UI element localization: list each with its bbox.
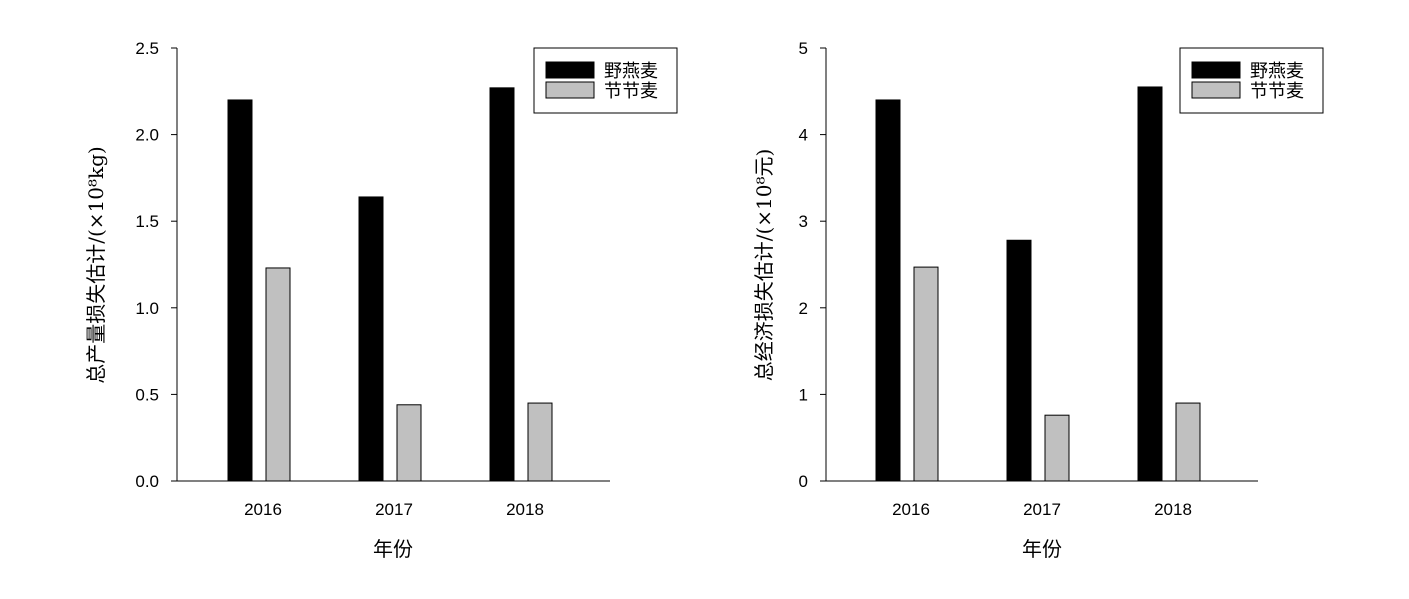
y-tick-label: 2: [799, 299, 808, 318]
bar-series1-2016: [875, 99, 901, 482]
x-tick-label: 2018: [506, 500, 544, 519]
bar-series1-2017: [358, 196, 384, 482]
y-tick-label: 2.0: [135, 126, 159, 145]
legend-swatch-2: [1191, 81, 1241, 99]
chart-left: 2016 2017 2018 0.0 0.5 1.0 1.5 2.0 2.5 年份 总产量损失估计/…: [84, 39, 678, 561]
y-axis-title: 总产量损失估计/(×10⁸kg): [84, 146, 108, 384]
y-tick-label: 2.5: [135, 39, 159, 58]
x-tick-label: 2016: [244, 500, 282, 519]
legend-label-1: 野燕麦: [604, 61, 658, 82]
bar-series1-2018: [489, 87, 515, 482]
x-tick-label: 2017: [375, 500, 413, 519]
bar-series1-2017: [1006, 239, 1032, 482]
bar-series2-2018: [1175, 402, 1201, 482]
legend-swatch-1: [545, 61, 595, 79]
y-axis-title: 总经济损失估计/(×10⁸元): [752, 149, 776, 382]
bar-series2-2017: [1044, 414, 1070, 482]
y-tick-label: 1.5: [135, 212, 159, 231]
bar-series2-2016: [913, 266, 939, 482]
x-axis-title: 年份: [1022, 537, 1062, 561]
legend-label-2: 节节麦: [1250, 81, 1304, 102]
y-tick-label: 3: [799, 212, 808, 231]
y-tick-label: 4: [799, 126, 808, 145]
x-tick-label: 2018: [1154, 500, 1192, 519]
bar-series1-2016: [227, 99, 253, 482]
legend-label-2: 节节麦: [604, 81, 658, 102]
x-axis-title: 年份: [373, 537, 413, 561]
legend-swatch-2: [545, 81, 595, 99]
legend-swatch-1: [1191, 61, 1241, 79]
y-tick-label: 0.5: [135, 385, 159, 404]
y-tick-label: 5: [799, 39, 808, 58]
y-tick-label: 1.0: [135, 299, 159, 318]
y-tick-label: 1: [799, 385, 808, 404]
legend-box: [533, 47, 678, 114]
chart-right: 2016 2017 2018 0 1 2 3 4 5 年份 总经济损失估计/(×10⁸元) 野燕麦节节…: [752, 39, 1324, 561]
bar-series2-2018: [527, 402, 553, 482]
legend-box: [1179, 47, 1324, 114]
y-tick-label: 0: [799, 472, 808, 491]
bar-series2-2017: [396, 404, 422, 482]
x-tick-label: 2016: [892, 500, 930, 519]
legend-label-1: 野燕麦: [1250, 61, 1304, 82]
y-tick-label: 0.0: [135, 472, 159, 491]
x-tick-label: 2017: [1023, 500, 1061, 519]
bar-series1-2018: [1137, 86, 1163, 482]
bar-series2-2016: [265, 267, 291, 482]
